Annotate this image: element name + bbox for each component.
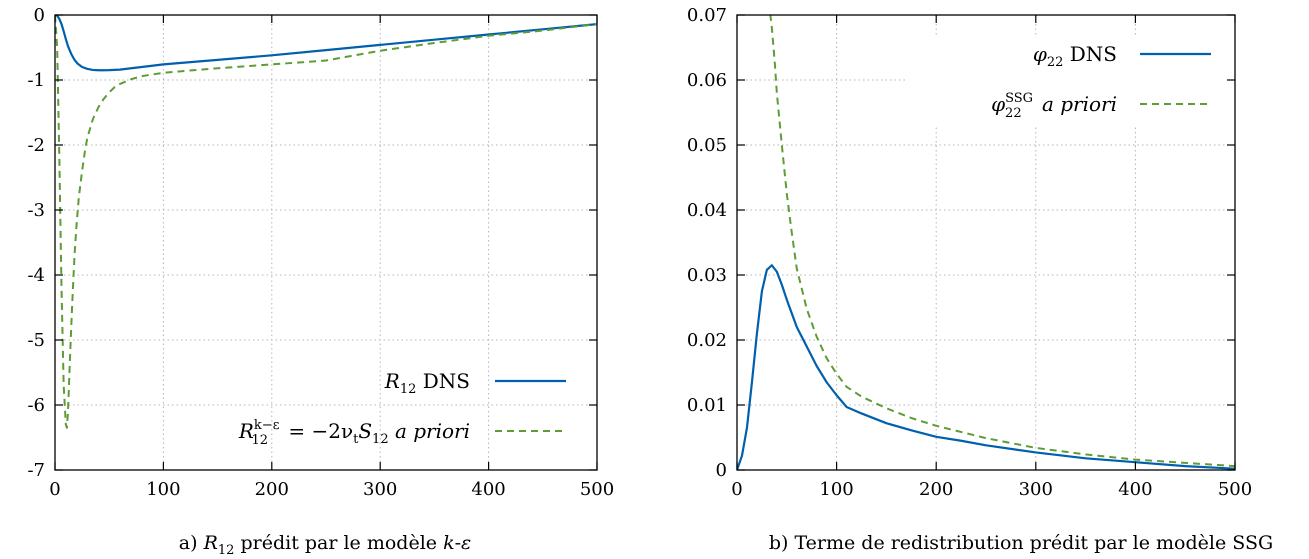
caption-b: b) Terme de redistribution prédit par le… (769, 532, 1273, 554)
x-tick-label: 0 (49, 479, 60, 500)
series-line-b-0 (737, 264, 1235, 470)
x-tick-label: 400 (471, 479, 505, 500)
series-line-b-1 (769, 15, 1235, 468)
x-tick-label: 300 (1019, 479, 1053, 500)
y-tick-label: -2 (27, 135, 45, 156)
chart-panel-b: 0 100 200 300 400 500 0 0.01 0.02 0.03 0.04 0.05 0.0… (687, 5, 1273, 554)
y-tick-label: 0.03 (687, 265, 727, 286)
x-tick-label: 400 (1118, 479, 1152, 500)
y-tick-label: 0.01 (687, 395, 727, 416)
legend-label-r12-keps: Rk−ε 12 = −2νtS12 a priori (238, 418, 470, 448)
y-tick-label: -3 (27, 200, 45, 221)
x-tick-label: 500 (580, 479, 614, 500)
legend-label-phi22-dns: φ22 DNS (1033, 42, 1117, 70)
y-tick-label: 0 (34, 5, 45, 26)
y-tick-label: -5 (27, 330, 45, 351)
y-tick-label: 0.06 (687, 70, 727, 91)
y-tick-label: 0.05 (687, 135, 727, 156)
y-tick-label: 0.02 (687, 330, 727, 351)
y-tick-label: -6 (27, 395, 45, 416)
y-tick-label: -4 (27, 265, 45, 286)
grid-a (55, 15, 597, 470)
legend-label-phi22-ssg: φSSG 22 a priori (991, 91, 1117, 121)
y-tick-label: -7 (27, 460, 45, 481)
y-tick-label: 0.04 (687, 200, 727, 221)
axes-b: 0 100 200 300 400 500 0 0.01 0.02 0.03 0.04 0.05 0.0… (687, 5, 1252, 500)
caption-a: a) R12 prédit par le modèle k-ε (179, 532, 471, 558)
plot-frame-b (736, 14, 1236, 471)
chart-panel-a: 0 100 200 300 400 500 0 -1 -2 -3 -4 -5 -6 -7 R12 DNS … (27, 5, 614, 558)
x-tick-label: 500 (1218, 479, 1252, 500)
x-tick-label: 0 (731, 479, 742, 500)
series-line-a-0 (55, 15, 597, 72)
x-tick-label: 200 (919, 479, 953, 500)
series-layer-a (55, 15, 597, 429)
y-tick-label: -1 (27, 70, 45, 91)
x-tick-label: 200 (255, 479, 289, 500)
x-tick-label: 100 (146, 479, 180, 500)
y-tick-label: 0 (716, 460, 727, 481)
y-tick-label: 0.07 (687, 5, 727, 26)
legend-a: R12 DNS Rk−ε 12 = −2νtS12 a priori (238, 369, 566, 448)
series-layer-b (737, 15, 1235, 470)
legend-label-r12-dns: R12 DNS (384, 369, 470, 397)
series-line-a-1 (55, 15, 597, 429)
x-tick-label: 100 (819, 479, 853, 500)
legend-box-b (905, 35, 1225, 125)
legend-b: φ22 DNS φSSG 22 a priori (905, 35, 1225, 125)
axes-a: 0 100 200 300 400 500 0 -1 -2 -3 -4 -5 -6 -7 (27, 5, 614, 500)
x-tick-label: 300 (363, 479, 397, 500)
plot-frame-a (54, 14, 598, 471)
